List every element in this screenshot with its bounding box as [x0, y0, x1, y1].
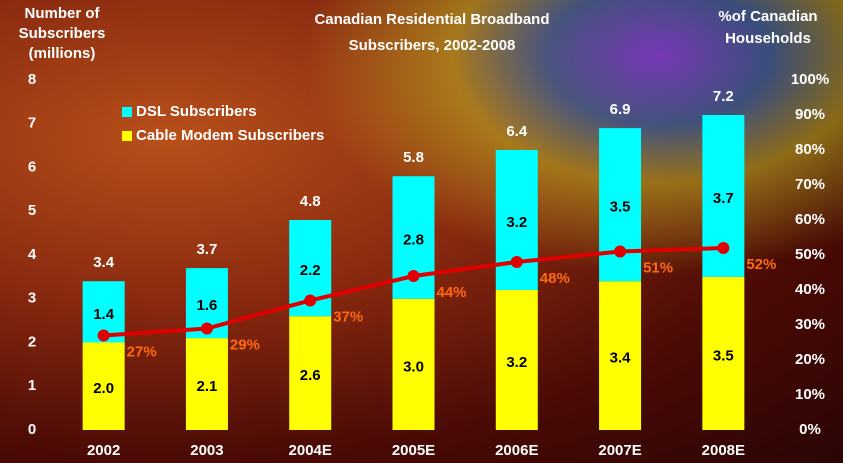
percent-label: 37%: [333, 308, 363, 325]
y2-tick-label: 100%: [791, 71, 829, 88]
percent-point: [510, 256, 523, 268]
total-label: 5.8: [403, 149, 424, 166]
x-tick-label: 2007E: [598, 442, 641, 459]
y-tick-label: 2: [28, 333, 36, 350]
bar-segment: [495, 290, 538, 430]
total-label: 3.4: [93, 254, 115, 271]
y-tick-label: 8: [28, 71, 36, 88]
total-label: 4.8: [300, 193, 321, 210]
y2-tick-label: 40%: [795, 281, 825, 298]
bar-segment: [392, 298, 435, 430]
y2-tick-label: 20%: [795, 351, 825, 368]
y2-tick-label: 0%: [799, 421, 821, 438]
bar-value-label: 2.0: [93, 380, 114, 397]
legend-label: DSL Subscribers: [136, 103, 257, 120]
y2-tick-label: 30%: [795, 316, 825, 333]
bar-value-label: 3.5: [713, 347, 734, 364]
total-label: 3.7: [196, 241, 217, 258]
bar-value-label: 3.4: [610, 350, 632, 367]
bar-segment: [599, 281, 642, 430]
y2-tick-label: 10%: [795, 386, 825, 403]
percent-point: [614, 245, 627, 258]
y-tick-label: 5: [28, 202, 36, 219]
percent-point: [200, 322, 213, 335]
bar-value-label: 3.2: [506, 214, 527, 231]
percent-point: [717, 242, 730, 254]
x-tick-label: 2008E: [702, 442, 745, 459]
percent-label: 52%: [746, 256, 776, 273]
total-label: 6.9: [610, 101, 631, 118]
x-tick-label: 2006E: [495, 442, 538, 459]
bar-value-label: 1.4: [93, 306, 115, 323]
y2-tick-label: 60%: [795, 211, 825, 228]
bar-segment: [82, 342, 125, 430]
bar-segment: [289, 316, 332, 430]
y2-tick-label: 50%: [795, 246, 825, 263]
x-tick-label: 2002: [87, 442, 120, 459]
percent-label: 44%: [437, 284, 467, 301]
bar-value-label: 3.7: [713, 190, 734, 207]
y-tick-label: 6: [28, 158, 36, 175]
legend-swatch: [122, 131, 132, 141]
total-label: 7.2: [713, 88, 734, 105]
bar-value-label: 3.0: [403, 358, 424, 375]
percent-label: 27%: [127, 343, 157, 360]
y2-tick-label: 80%: [795, 141, 825, 158]
percent-point: [97, 329, 110, 342]
y-tick-label: 7: [28, 115, 36, 132]
y-axis-label: (millions): [29, 45, 96, 62]
percent-label: 51%: [643, 259, 673, 276]
y2-axis-label: Households: [725, 30, 811, 47]
x-tick-label: 2005E: [392, 442, 435, 459]
legend-swatch: [122, 107, 132, 117]
y-axis-label: Subscribers: [19, 25, 106, 42]
bar-value-label: 1.6: [196, 297, 217, 314]
chart-title: Canadian Residential Broadband: [314, 11, 549, 28]
total-label: 6.4: [506, 123, 528, 140]
x-tick-label: 2004E: [289, 442, 332, 459]
y-tick-label: 0: [28, 421, 36, 438]
bar-value-label: 2.1: [196, 378, 217, 395]
y2-tick-label: 90%: [795, 106, 825, 123]
y2-tick-label: 70%: [795, 176, 825, 193]
x-tick-label: 2003: [190, 442, 223, 459]
bar-value-label: 2.8: [403, 231, 424, 248]
y-axis-label: Number of: [25, 5, 101, 22]
bar-value-label: 2.2: [300, 262, 321, 279]
bar-value-label: 3.2: [506, 354, 527, 371]
bar-segment: [185, 338, 228, 430]
y2-axis-label: %of Canadian: [718, 8, 817, 25]
chart-title: Subscribers, 2002-2008: [349, 37, 516, 54]
legend-label: Cable Modem Subscribers: [136, 127, 324, 144]
percent-point: [304, 294, 317, 307]
bar-value-label: 2.6: [300, 367, 321, 384]
percent-point: [407, 270, 420, 282]
percent-label: 29%: [230, 336, 260, 353]
y-tick-label: 1: [28, 377, 36, 394]
y-tick-label: 3: [28, 290, 36, 307]
y-tick-label: 4: [28, 246, 37, 263]
bar-value-label: 3.5: [610, 199, 631, 216]
bar-segment: [702, 276, 745, 430]
percent-label: 48%: [540, 270, 570, 287]
